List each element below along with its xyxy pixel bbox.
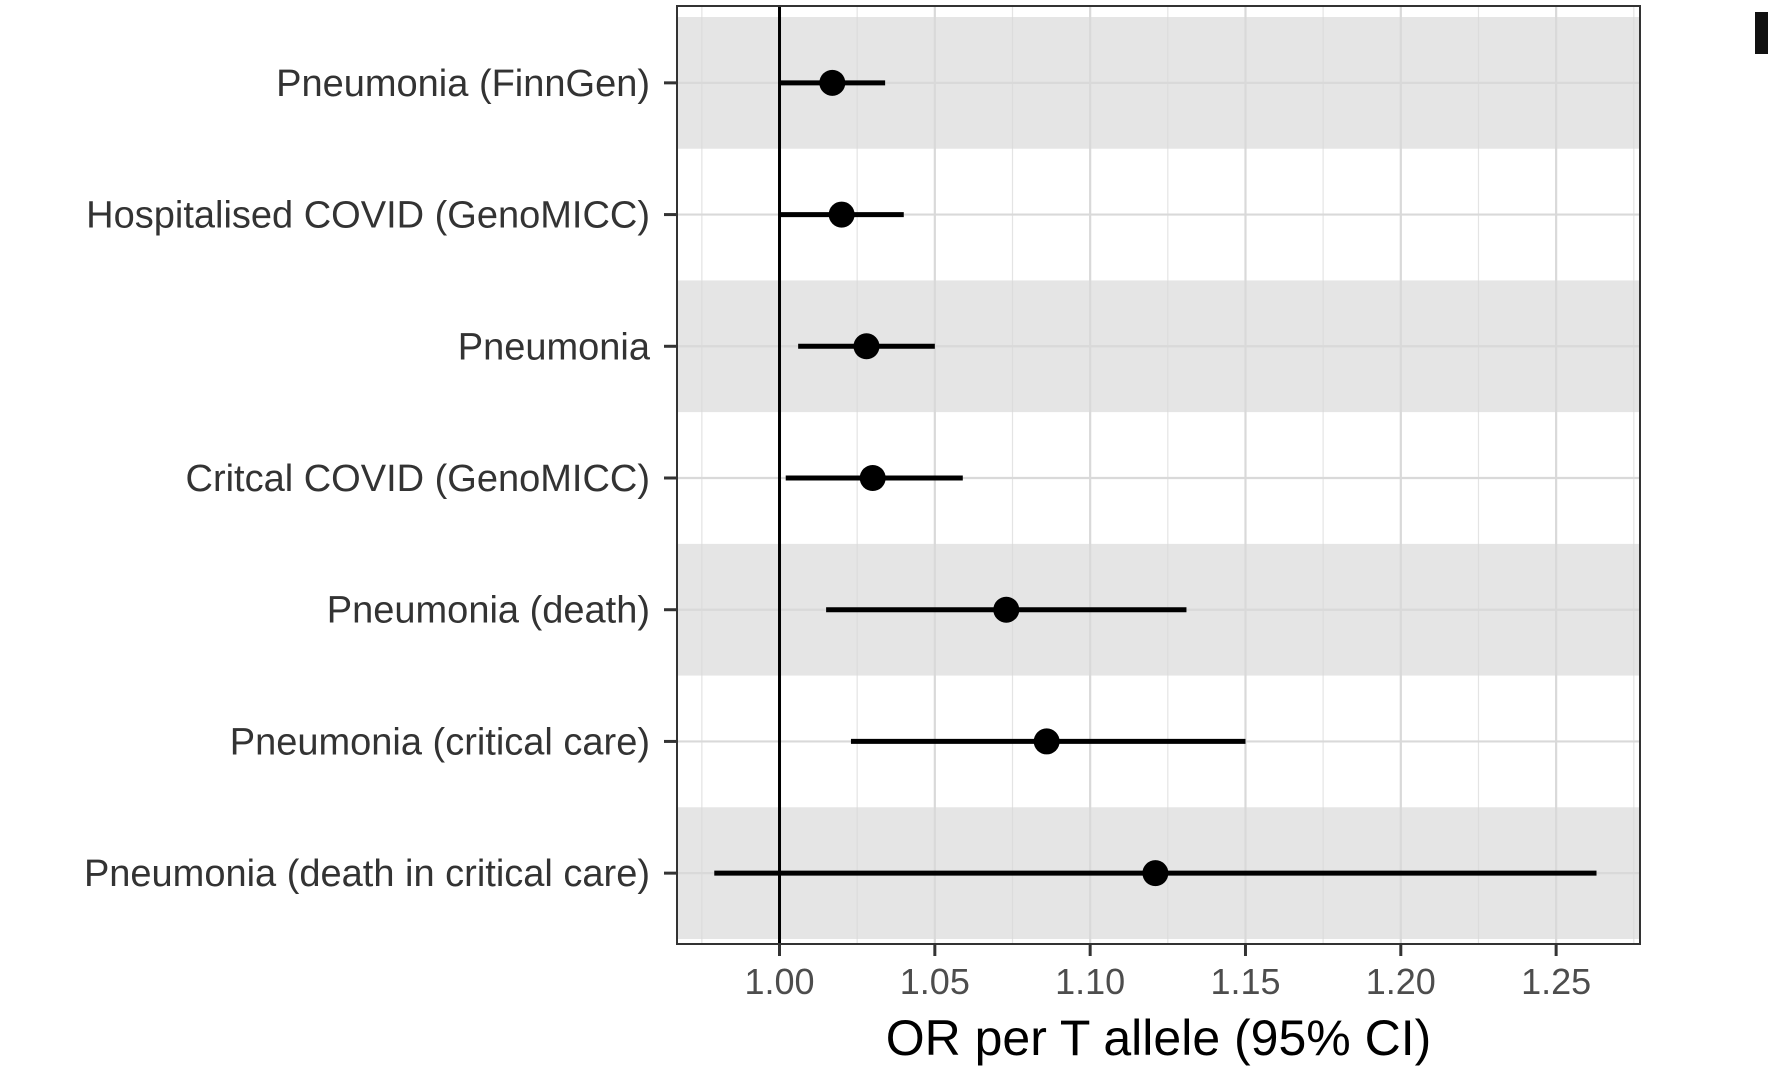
x-tick-label: 1.15 <box>1210 961 1280 1002</box>
point-estimate <box>859 465 886 491</box>
y-tick-label: Hospitalised COVID (GenoMICC) <box>86 195 650 237</box>
point-estimate <box>819 69 846 96</box>
point-estimate <box>828 201 855 228</box>
point-estimate <box>1142 860 1169 887</box>
y-tick-label: Pneumonia (FinnGen) <box>276 63 650 105</box>
x-tick-label: 1.20 <box>1366 961 1436 1002</box>
panel-border <box>676 5 1641 945</box>
y-tick-label: Pneumonia (death in critical care) <box>84 853 650 895</box>
marks-layer <box>714 69 1597 887</box>
point-estimate <box>1033 728 1060 755</box>
x-axis-title: OR per T allele (95% CI) <box>886 1010 1432 1066</box>
panel-letter-fragment <box>1755 12 1768 54</box>
y-tick-label: Pneumonia (critical care) <box>230 721 650 763</box>
y-axis: Pneumonia (FinnGen) Hospitalised COVID (G… <box>84 63 677 895</box>
y-tick-label: Critcal COVID (GenoMICC) <box>186 458 651 500</box>
point-estimate <box>853 333 880 360</box>
y-tick-label: Pneumonia <box>458 326 651 368</box>
x-tick-label: 1.25 <box>1521 961 1591 1002</box>
x-tick-label: 1.05 <box>900 961 970 1002</box>
point-estimate <box>993 596 1020 623</box>
x-axis: 1.00 1.05 1.10 1.15 1.20 1.25 <box>744 944 1591 1002</box>
y-tick-label: Pneumonia (death) <box>327 590 650 632</box>
x-tick-label: 1.10 <box>1055 961 1125 1002</box>
x-tick-label: 1.00 <box>744 961 814 1002</box>
